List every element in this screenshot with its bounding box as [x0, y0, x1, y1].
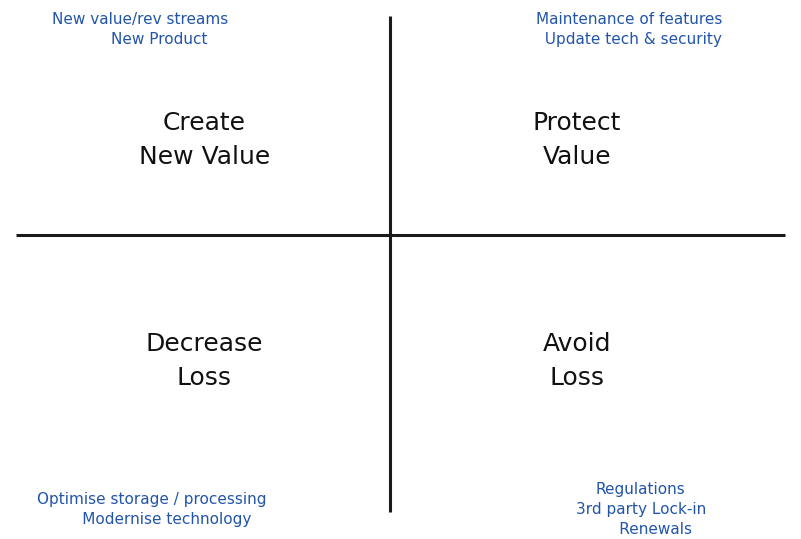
Text: Regulations
3rd party Lock-in
      Renewals: Regulations 3rd party Lock-in Renewals	[576, 482, 706, 537]
Text: Maintenance of features
  Update tech & security: Maintenance of features Update tech & se…	[535, 12, 723, 47]
Text: Avoid
Loss: Avoid Loss	[542, 333, 611, 390]
Text: New value/rev streams
        New Product: New value/rev streams New Product	[52, 12, 228, 47]
Text: Create
New Value: Create New Value	[139, 112, 270, 169]
Text: Decrease
Loss: Decrease Loss	[146, 333, 263, 390]
Text: Protect
Value: Protect Value	[533, 112, 621, 169]
Text: Optimise storage / processing
      Modernise technology: Optimise storage / processing Modernise …	[38, 492, 267, 527]
